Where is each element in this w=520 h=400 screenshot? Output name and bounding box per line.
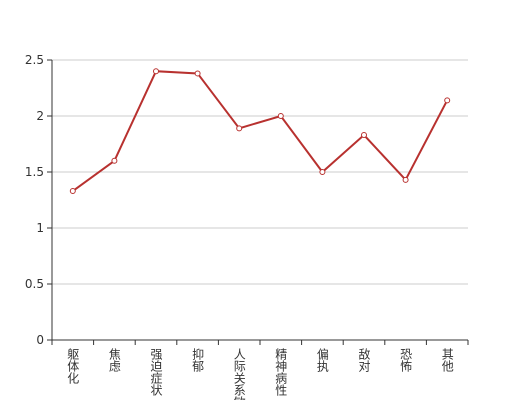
x-tick-label: 躯体化 (66, 347, 80, 385)
y-tick-label: 2 (36, 109, 44, 123)
y-tick-label: 0 (36, 333, 44, 347)
point (361, 132, 367, 139)
x-tick-label: 焦虑 (107, 348, 121, 372)
x-tick-label: 抑郁 (191, 347, 205, 373)
x-tick-label: 恐怖 (399, 348, 413, 372)
x-tick-label: 强迫症状 (149, 348, 163, 396)
x-tick-label: 偏执 (315, 347, 329, 373)
line (72, 70, 449, 192)
point (319, 169, 326, 175)
point (69, 188, 76, 195)
x-tick-label: 其他 (440, 348, 454, 372)
point (444, 97, 451, 104)
point (277, 113, 284, 119)
point (153, 68, 159, 75)
point (236, 125, 243, 132)
point (111, 157, 118, 164)
x-tick-label: 人际关系敏感 (232, 348, 246, 400)
point (194, 70, 201, 77)
x-tick-label: 敌对 (357, 347, 371, 372)
x-tick-label: 精神病性 (274, 348, 288, 397)
y-tick-label: 2.5 (25, 53, 44, 67)
y-tick-label: 0.5 (25, 277, 44, 291)
point (402, 176, 409, 183)
y-tick-label: 1.5 (25, 165, 44, 179)
y-tick-label: 1 (36, 221, 44, 235)
